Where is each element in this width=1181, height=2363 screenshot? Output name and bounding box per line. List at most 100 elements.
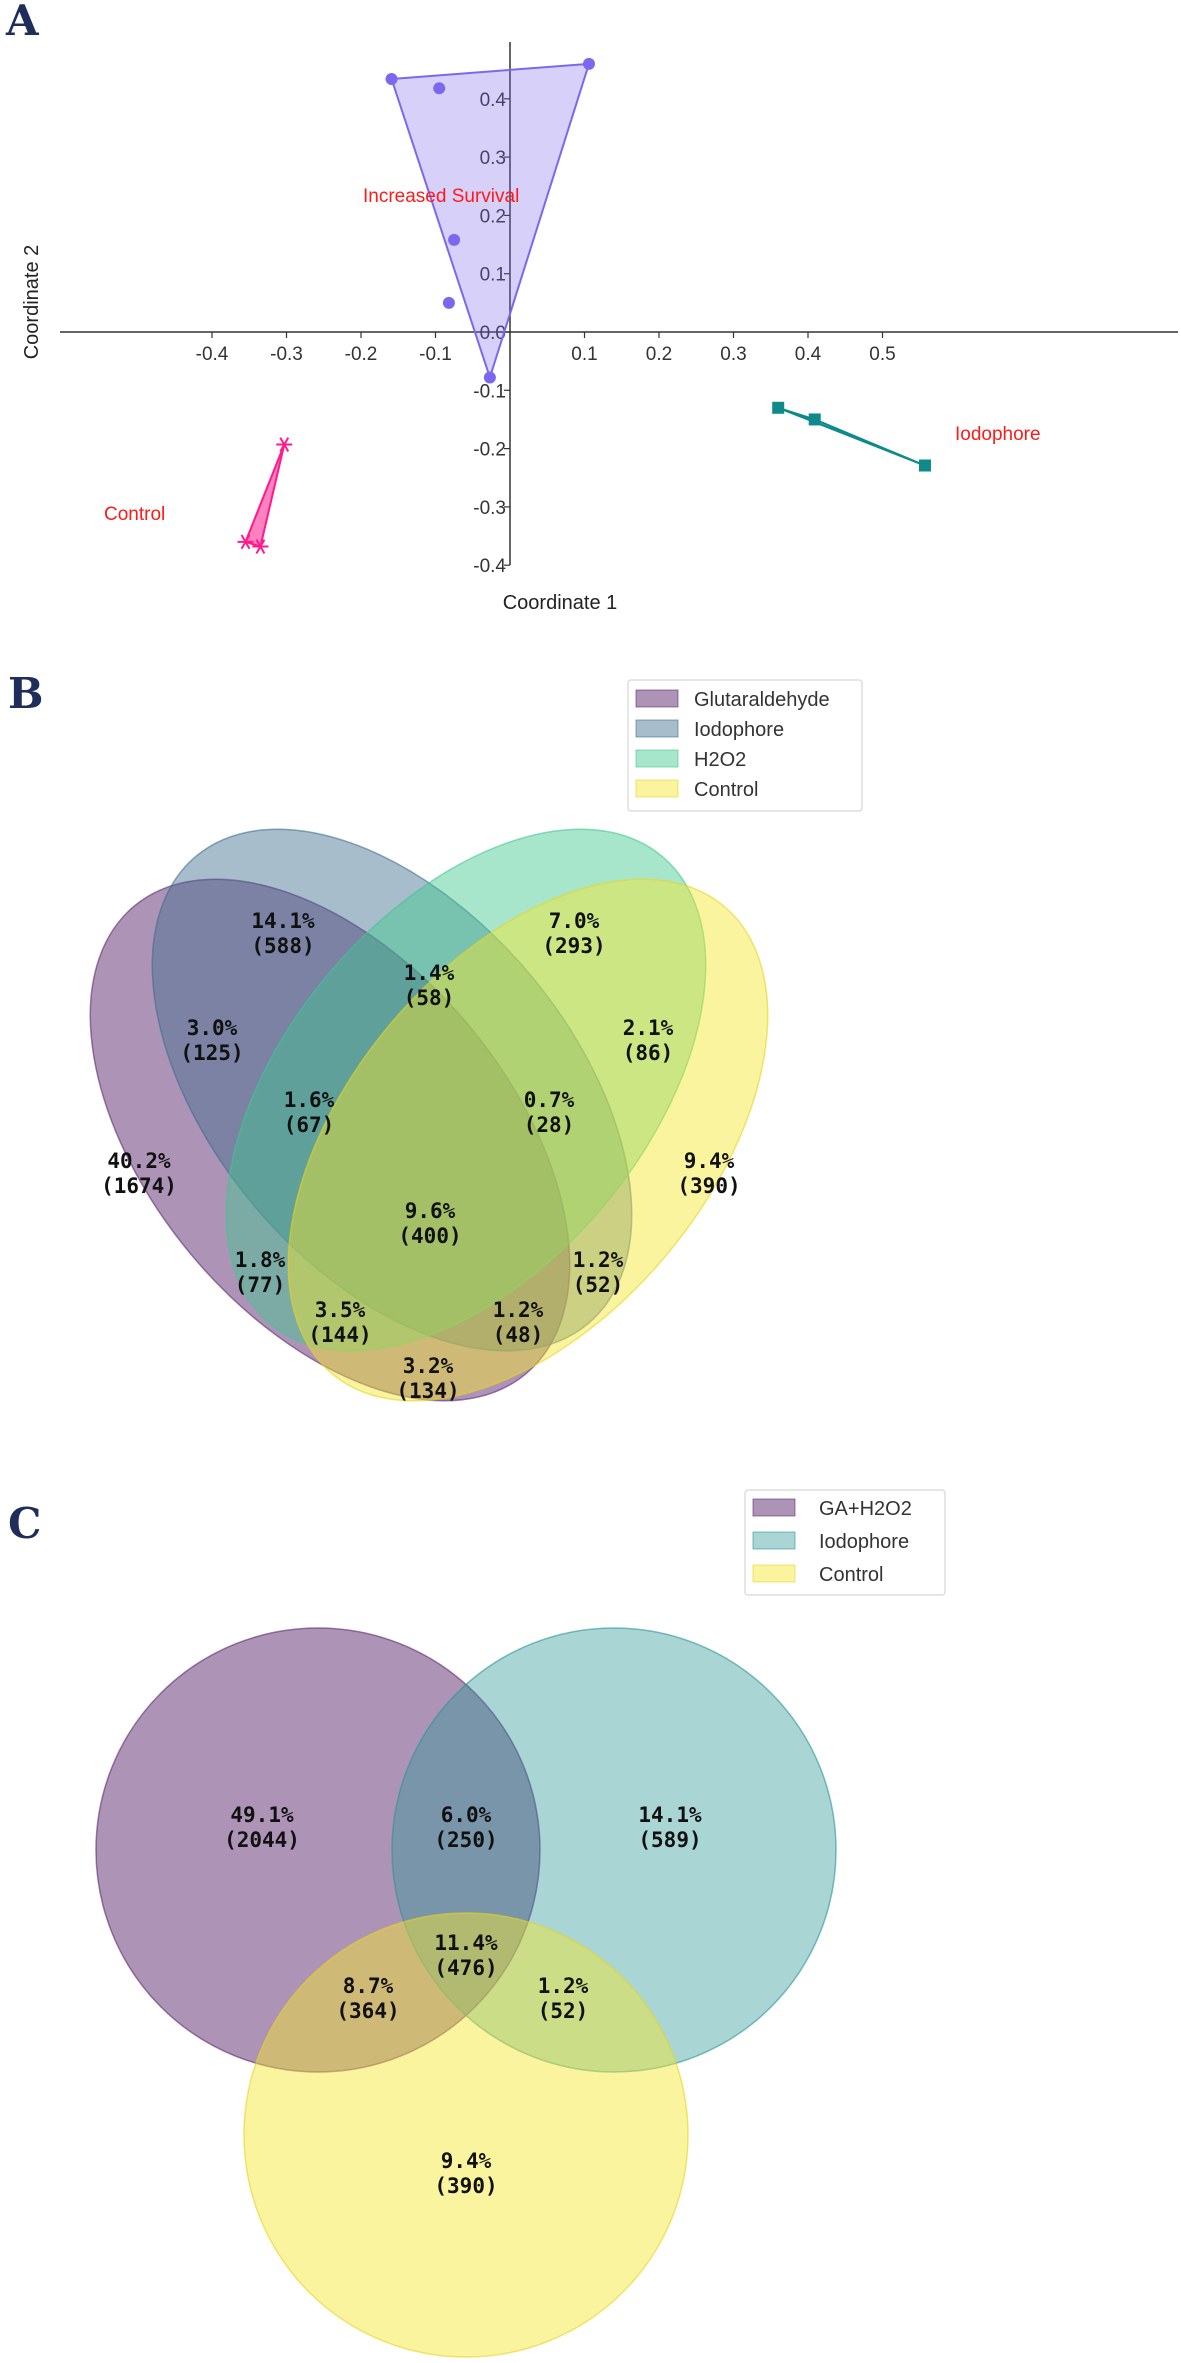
venn-region-count: (125) [180, 1041, 243, 1065]
venn-region-count: (1674) [101, 1174, 177, 1198]
x-tick-label: 0.1 [571, 344, 597, 365]
venn-region-label: 0.7% (28) [524, 1088, 575, 1137]
venn-region-pct: 8.7% [343, 1974, 394, 1998]
venn-region-count: (476) [434, 1956, 497, 1980]
venn-region-label: 49.1% (2044) [224, 1803, 300, 1852]
venn4 [89, 828, 769, 1402]
point-iodophore [808, 413, 821, 426]
point-control [237, 534, 254, 550]
venn-region-pct: 7.0% [549, 909, 600, 933]
label-control: Control [104, 504, 165, 525]
point-increased-survival [433, 82, 446, 95]
x-tick-label: -0.2 [345, 344, 378, 365]
venn-region-pct: 1.2% [538, 1974, 589, 1998]
y-tick-label: -0.3 [473, 498, 506, 519]
x-tick-label: 0.3 [720, 344, 746, 365]
venn3-labels: 49.1% (2044) 6.0% (250) 14.1% (589) 11.4% (476)… [224, 1803, 702, 2198]
venn-region-label: 2.1% (86) [623, 1016, 674, 1065]
legend-label-ga-h2o2: GA+H2O2 [819, 1498, 912, 1520]
legend-frame [627, 679, 863, 812]
venn-region-pct: 3.2% [403, 1354, 454, 1378]
venn-region-pct: 3.0% [187, 1016, 238, 1040]
point-control [276, 437, 293, 452]
panel-c-letter: C [8, 1499, 41, 1548]
venn-region-count: (58) [404, 986, 455, 1010]
venn4-legend: Glutaraldehyde Iodophore H2O2 Control [627, 679, 863, 812]
point-increased-survival [582, 57, 595, 70]
venn-region-label: 11.4% (476) [434, 1931, 498, 1980]
venn4-set-iodophore [151, 828, 633, 1352]
legend-label-iodophore: Iodophore [694, 719, 784, 741]
point-increased-survival [483, 371, 496, 384]
label-increased-survival: Increased Survival [363, 186, 519, 207]
x-ticks: -0.4 -0.3 -0.2 -0.1 0.1 0.2 0.3 0.4 0.5 [196, 332, 896, 365]
venn3-set-ga-h2o2 [95, 1627, 541, 2073]
scatter-axes: -0.4 -0.3 -0.2 -0.1 0.1 0.2 0.3 0.4 0.5 -0.4 -0.3… [60, 42, 1178, 577]
venn-region-count: (589) [638, 1828, 701, 1852]
hull-control [244, 443, 286, 548]
y-tick-label: 0.3 [480, 148, 506, 169]
venn-region-count: (52) [538, 1999, 589, 2023]
venn-region-label: 1.2% (48) [493, 1298, 544, 1347]
venn-region-label: 1.8% (77) [235, 1248, 286, 1297]
venn-region-pct: 9.4% [441, 2149, 492, 2173]
x-tick-label: -0.1 [419, 344, 452, 365]
venn-region-pct: 14.1% [638, 1803, 702, 1827]
venn4-set-glutaraldehyde [89, 878, 571, 1402]
venn-region-label: 7.0% (293) [542, 909, 605, 958]
venn-region-pct: 11.4% [434, 1931, 498, 1955]
venn-region-pct: 1.8% [235, 1248, 286, 1272]
venn-region-label: 6.0% (250) [434, 1803, 497, 1852]
venn4-labels: 14.1% (588) 7.0% (293) 1.4% (58) 3.0% (125) 2.1%… [101, 909, 741, 1403]
panel-b: B Glutaraldehyde Iodophore H2O2 Control … [8, 669, 863, 1403]
venn-region-label: 14.1% (589) [638, 1803, 702, 1852]
label-iodophore: Iodophore [955, 424, 1041, 445]
venn-region-label: 3.5% (144) [308, 1298, 371, 1347]
venn-region-count: (293) [542, 934, 605, 958]
y-tick-label: 0.2 [480, 206, 506, 227]
venn4-set-control [287, 878, 769, 1402]
x-axis-label: Coordinate 1 [503, 592, 618, 614]
panel-a: A -0.4 -0.3 -0.2 -0.1 0.1 0.2 0.3 0.4 0.5 -0.4-0… [5, 0, 1178, 614]
venn-region-count: (134) [396, 1379, 459, 1403]
venn-region-label: 40.2% (1674) [101, 1149, 177, 1198]
hull-increased-survival [390, 62, 590, 379]
legend-label-h2o2: H2O2 [694, 749, 746, 771]
venn-region-count: (52) [573, 1273, 624, 1297]
point-increased-survival [442, 296, 455, 309]
venn-region-count: (390) [677, 1174, 740, 1198]
venn3-legend: GA+H2O2 Iodophore Control [744, 1489, 946, 1596]
venn-region-label: 1.2% (52) [538, 1974, 589, 2023]
point-increased-survival [385, 72, 398, 85]
venn-region-label: 9.4% (390) [434, 2149, 497, 2198]
y-tick-label: 0.0 [480, 323, 506, 344]
venn-region-count: (144) [308, 1323, 371, 1347]
venn-region-count: (400) [398, 1224, 461, 1248]
x-tick-label: 0.5 [869, 344, 895, 365]
panel-b-letter: B [8, 669, 44, 718]
venn-region-pct: 1.2% [493, 1298, 544, 1322]
venn-region-label: 1.4% (58) [404, 961, 455, 1010]
y-tick-label: 0.1 [480, 265, 506, 286]
venn4-set-h2o2 [225, 828, 707, 1352]
legend-swatch-control [635, 779, 679, 798]
venn-region-count: (2044) [224, 1828, 300, 1852]
point-control [252, 539, 269, 554]
y-tick-label: -0.1 [473, 381, 506, 402]
legend-swatch-control [752, 1564, 796, 1583]
x-tick-label: 0.4 [795, 344, 822, 365]
legend-label-iodophore: Iodophore [819, 1531, 909, 1553]
legend-swatch-iodophore [752, 1531, 796, 1550]
venn-region-label: 14.1% (588) [251, 909, 315, 958]
venn-region-count: (364) [336, 1999, 399, 2023]
y-tick-label: 0.4 [480, 90, 507, 111]
legend-swatch-h2o2 [635, 749, 679, 768]
venn3-set-control [243, 1912, 689, 2358]
legend-swatch-iodophore [635, 719, 679, 738]
venn-region-pct: 0.7% [524, 1088, 575, 1112]
venn-region-pct: 9.6% [405, 1199, 456, 1223]
hull-iodophore [777, 406, 926, 467]
venn-region-pct: 1.2% [573, 1248, 624, 1272]
venn-region-pct: 9.4% [684, 1149, 735, 1173]
